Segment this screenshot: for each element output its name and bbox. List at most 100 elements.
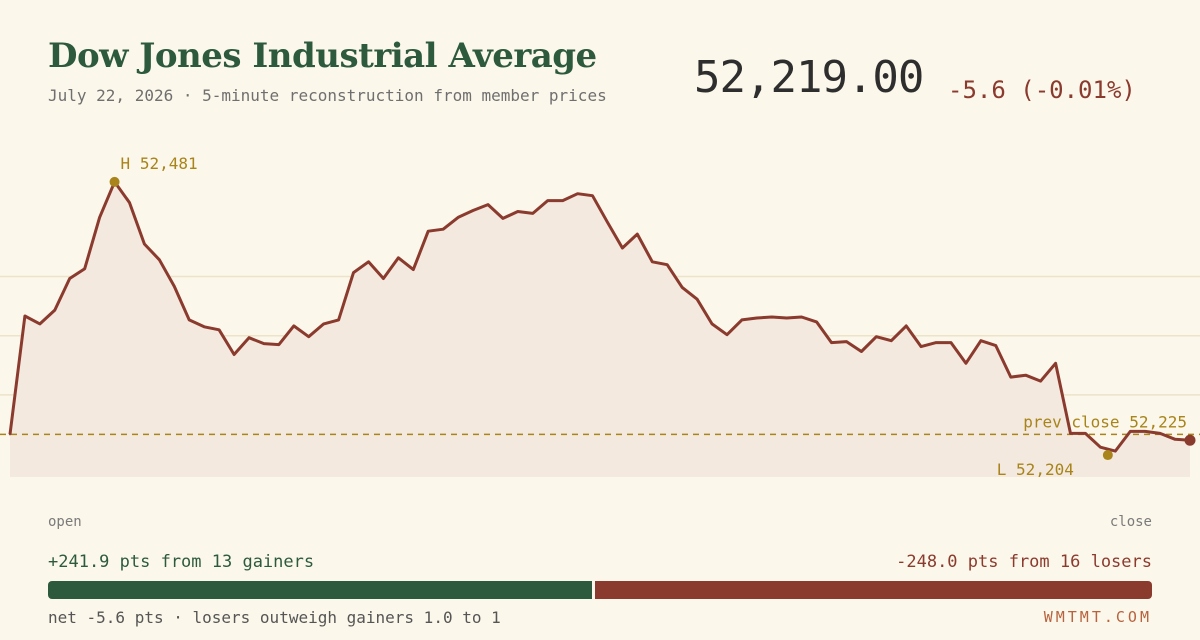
x-axis-end-label: close xyxy=(1109,514,1152,530)
series-line xyxy=(8,180,1191,453)
data-point xyxy=(98,216,101,219)
losers-bar-segment xyxy=(594,581,1152,599)
high-marker xyxy=(109,176,120,187)
prev-close-label: prev close 52,225 xyxy=(1023,412,1187,431)
breadth-bar xyxy=(48,581,1152,599)
data-point xyxy=(636,233,639,236)
data-point xyxy=(173,285,176,288)
data-point xyxy=(501,217,504,220)
data-point xyxy=(546,199,549,202)
data-point xyxy=(875,335,878,338)
data-point xyxy=(561,199,564,202)
data-point xyxy=(950,341,953,344)
data-point xyxy=(158,258,161,261)
last-value: 52,219.00 xyxy=(694,52,924,103)
data-point xyxy=(681,286,684,289)
data-point xyxy=(397,256,400,259)
data-point xyxy=(1129,430,1132,433)
data-point xyxy=(412,268,415,271)
data-point xyxy=(994,344,997,347)
data-point xyxy=(1024,374,1027,377)
data-point xyxy=(1069,432,1072,435)
data-point xyxy=(68,277,71,280)
data-point xyxy=(770,315,773,318)
data-point xyxy=(442,228,445,231)
data-point xyxy=(1174,438,1177,441)
data-point xyxy=(1099,446,1102,449)
data-point xyxy=(755,316,758,319)
data-point xyxy=(23,315,26,317)
data-point xyxy=(1144,430,1147,433)
data-point xyxy=(725,333,728,336)
data-point xyxy=(696,298,699,301)
data-point xyxy=(935,341,938,344)
x-axis-start-label: open xyxy=(48,514,82,530)
data-point xyxy=(38,322,41,325)
gainers-bar-segment xyxy=(48,581,592,599)
data-point xyxy=(1114,450,1117,453)
data-point xyxy=(307,335,310,338)
data-point xyxy=(516,210,519,213)
data-point xyxy=(262,342,265,345)
data-point xyxy=(277,343,280,346)
data-point xyxy=(815,320,818,323)
data-point xyxy=(666,263,669,266)
data-point xyxy=(920,345,923,348)
low-marker xyxy=(1102,450,1113,461)
gainers-summary: +241.9 pts from 13 gainers xyxy=(48,552,315,572)
data-point xyxy=(785,316,788,319)
data-point xyxy=(1039,380,1042,383)
data-point xyxy=(531,212,534,215)
data-point xyxy=(890,339,893,342)
change-value: -5.6 (-0.01%) xyxy=(948,76,1136,104)
data-point xyxy=(860,350,863,353)
losers-summary: -248.0 pts from 16 losers xyxy=(896,552,1152,572)
data-point xyxy=(472,209,475,212)
data-point xyxy=(1084,432,1087,435)
data-point xyxy=(979,339,982,342)
data-point xyxy=(606,221,609,224)
data-point xyxy=(9,433,11,436)
data-point xyxy=(486,203,489,206)
intraday-line-chart: prev close 52,225 H 52,481 L 52,204 xyxy=(0,154,1200,479)
data-point xyxy=(337,318,340,321)
data-point xyxy=(247,336,250,339)
data-point xyxy=(830,341,833,344)
net-summary: net -5.6 pts · losers outweigh gainers 1… xyxy=(48,608,501,627)
data-point xyxy=(576,192,579,195)
data-point xyxy=(203,325,206,328)
data-point xyxy=(143,243,146,246)
data-point xyxy=(322,322,325,325)
data-point xyxy=(1159,432,1162,435)
low-label: L 52,204 xyxy=(997,460,1074,479)
data-point xyxy=(427,230,430,233)
data-point xyxy=(292,324,295,327)
data-point xyxy=(188,318,191,321)
data-point xyxy=(367,260,370,263)
page-title: Dow Jones Industrial Average xyxy=(48,36,597,76)
data-point xyxy=(845,340,848,343)
data-point xyxy=(128,201,131,204)
data-point xyxy=(53,309,56,312)
high-label: H 52,481 xyxy=(121,154,198,173)
brand-watermark: WMTMT.COM xyxy=(1043,608,1152,626)
data-point xyxy=(382,277,385,280)
data-point xyxy=(800,315,803,318)
data-point xyxy=(651,260,654,263)
data-point xyxy=(711,322,714,325)
data-point xyxy=(233,353,236,356)
data-point xyxy=(218,328,221,331)
data-point xyxy=(1009,376,1012,379)
data-point xyxy=(1054,362,1057,365)
data-point xyxy=(591,194,594,197)
page-subtitle: July 22, 2026 · 5-minute reconstruction … xyxy=(48,86,607,105)
data-point xyxy=(740,318,743,321)
data-point xyxy=(964,362,967,365)
data-point xyxy=(457,216,460,219)
data-point xyxy=(621,246,624,249)
data-point xyxy=(83,267,86,270)
data-point xyxy=(905,324,908,327)
last-point-marker xyxy=(1184,434,1196,446)
area-fill xyxy=(10,181,1190,477)
data-point xyxy=(352,271,355,274)
